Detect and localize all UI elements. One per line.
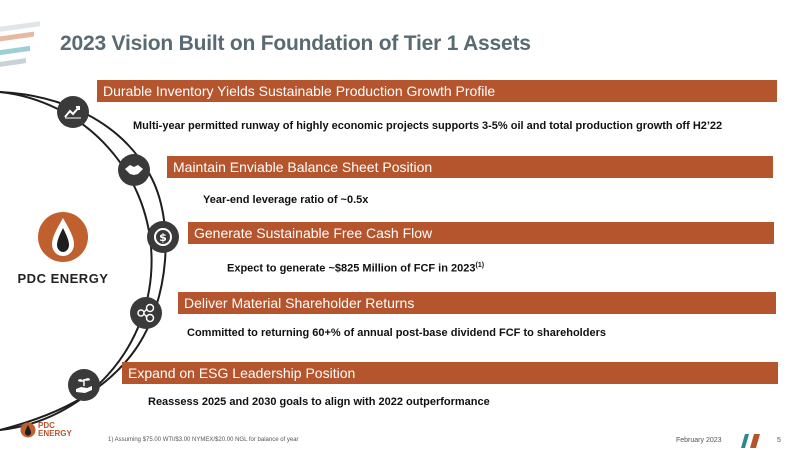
- svg-text:$: $: [159, 231, 167, 244]
- detail-1: Multi-year permitted runway of highly ec…: [133, 120, 723, 132]
- logo-name: PDC ENERGY: [17, 271, 109, 286]
- footer-logo-line1: PDC: [38, 421, 55, 430]
- footer-date: February 2023: [676, 437, 722, 444]
- heading-bar-1: Durable Inventory Yields Sustainable Pro…: [97, 80, 777, 102]
- detail-2: Year-end leverage ratio of ~0.5x: [203, 194, 369, 206]
- dollar-network-icon: [130, 297, 162, 329]
- detail-4: Committed to returning 60+% of annual po…: [187, 327, 606, 339]
- detail-5: Reassess 2025 and 2030 goals to align wi…: [148, 396, 490, 408]
- logo-mark-icon: [38, 212, 88, 262]
- heading-bar-5: Expand on ESG Leadership Position: [122, 362, 778, 384]
- heading-bar-2: Maintain Enviable Balance Sheet Position: [167, 156, 773, 178]
- heading-bar-3: Generate Sustainable Free Cash Flow: [188, 222, 774, 244]
- footer-logo-mark-icon: [20, 422, 36, 438]
- heading-bar-4: Deliver Material Shareholder Returns: [178, 292, 776, 314]
- company-logo: PDC ENERGY: [4, 210, 122, 286]
- page-title: 2023 Vision Built on Foundation of Tier …: [60, 32, 531, 55]
- dollar-cycle-icon: $: [147, 221, 179, 253]
- brand-mark-icon: [741, 434, 760, 448]
- footnote: 1) Assuming $75.00 WTI/$3.00 NYMEX/$20.0…: [108, 437, 299, 443]
- detail-3-text: Expect to generate ~$825 Million of FCF …: [227, 262, 476, 275]
- detail-3: Expect to generate ~$825 Million of FCF …: [227, 262, 484, 275]
- plant-hand-icon: [68, 369, 100, 401]
- chart-trend-icon: [57, 96, 89, 128]
- footer-logo: PDC ENERGY: [20, 422, 72, 438]
- footer-logo-line2: ENERGY: [38, 429, 72, 438]
- footnote-ref: (1): [475, 262, 485, 269]
- page-number: 5: [777, 437, 781, 444]
- handshake-icon: [118, 154, 150, 186]
